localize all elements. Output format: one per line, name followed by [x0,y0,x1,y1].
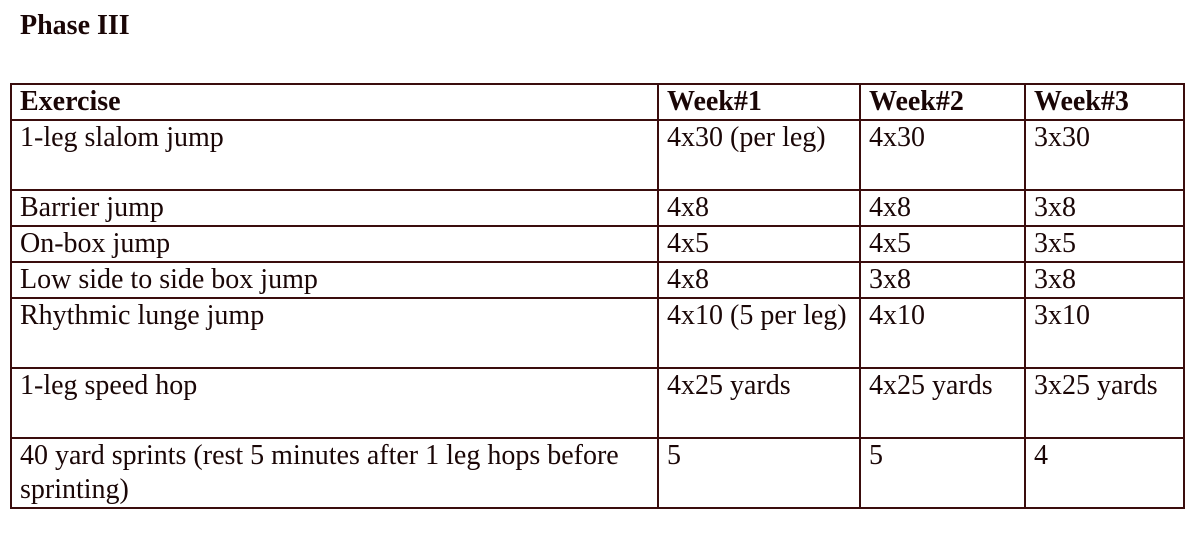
table-row: Low side to side box jump 4x8 3x8 3x8 [10,261,1185,299]
week-1-cell: 4x30 (per leg) [657,119,861,191]
week-1-cell: 4x8 [657,261,861,299]
header-week-2: Week#2 [859,83,1026,121]
week-3-cell: 3x5 [1024,225,1185,263]
table-header-row: Exercise Week#1 Week#2 Week#3 [10,83,1185,121]
week-2-cell: 4x10 [859,297,1026,369]
exercise-schedule-table: Exercise Week#1 Week#2 Week#3 1-leg slal… [10,83,1185,509]
exercise-cell: Low side to side box jump [10,261,659,299]
exercise-cell: Rhythmic lunge jump [10,297,659,369]
week-3-cell: 4 [1024,437,1185,509]
week-2-cell: 4x5 [859,225,1026,263]
week-1-cell: 4x25 yards [657,367,861,439]
header-exercise: Exercise [10,83,659,121]
week-3-cell: 3x8 [1024,189,1185,227]
table-row: Barrier jump 4x8 4x8 3x8 [10,189,1185,227]
week-1-cell: 4x10 (5 per leg) [657,297,861,369]
table-row: On-box jump 4x5 4x5 3x5 [10,225,1185,263]
week-3-cell: 3x8 [1024,261,1185,299]
table-row: Rhythmic lunge jump 4x10 (5 per leg) 4x1… [10,297,1185,369]
week-2-cell: 3x8 [859,261,1026,299]
exercise-cell: 1-leg slalom jump [10,119,659,191]
exercise-cell: 40 yard sprints (rest 5 minutes after 1 … [10,437,659,509]
table-row: 1-leg slalom jump 4x30 (per leg) 4x30 3x… [10,119,1185,191]
week-3-cell: 3x25 yards [1024,367,1185,439]
week-2-cell: 4x8 [859,189,1026,227]
exercise-cell: 1-leg speed hop [10,367,659,439]
week-1-cell: 4x8 [657,189,861,227]
week-2-cell: 4x25 yards [859,367,1026,439]
week-2-cell: 5 [859,437,1026,509]
week-1-cell: 4x5 [657,225,861,263]
page-heading: Phase III [20,10,130,41]
table-row: 1-leg speed hop 4x25 yards 4x25 yards 3x… [10,367,1185,439]
exercise-cell: On-box jump [10,225,659,263]
table-row: 40 yard sprints (rest 5 minutes after 1 … [10,437,1185,509]
week-1-cell: 5 [657,437,861,509]
header-week-3: Week#3 [1024,83,1185,121]
exercise-cell: Barrier jump [10,189,659,227]
header-week-1: Week#1 [657,83,861,121]
week-2-cell: 4x30 [859,119,1026,191]
week-3-cell: 3x10 [1024,297,1185,369]
week-3-cell: 3x30 [1024,119,1185,191]
